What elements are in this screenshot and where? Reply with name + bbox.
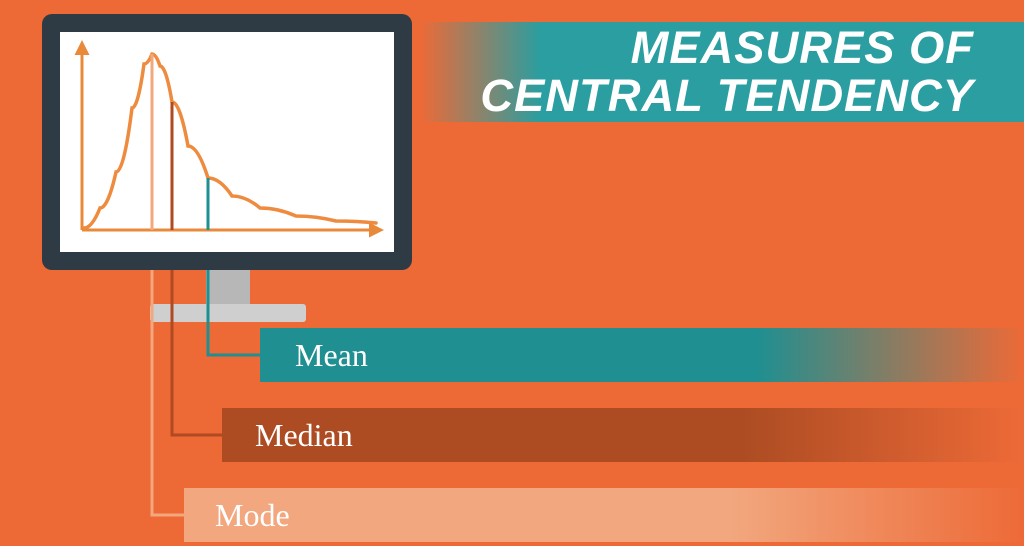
label-bar-median: Median — [222, 408, 1024, 462]
monitor-screen — [60, 32, 394, 252]
distribution-plot — [60, 32, 394, 252]
title-banner: MEASURES OF CENTRAL TENDENCY — [420, 22, 1024, 122]
monitor-frame — [42, 14, 412, 270]
label-bar-mean: Mean — [260, 328, 1024, 382]
title-text: MEASURES OF CENTRAL TENDENCY — [420, 24, 974, 119]
label-bar-mode: Mode — [184, 488, 1024, 542]
monitor-stand-base — [150, 304, 306, 322]
label-text-median: Median — [255, 417, 353, 454]
label-text-mean: Mean — [295, 337, 368, 374]
label-text-mode: Mode — [215, 497, 290, 534]
